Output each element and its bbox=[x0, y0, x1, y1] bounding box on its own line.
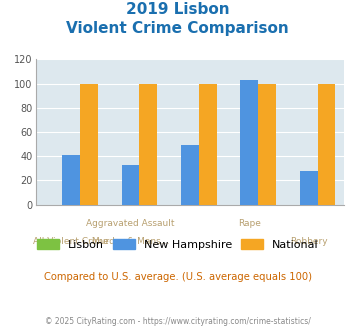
Bar bbox=[80, 83, 98, 205]
Text: All Violent Crime: All Violent Crime bbox=[33, 237, 109, 246]
Text: Violent Crime Comparison: Violent Crime Comparison bbox=[66, 21, 289, 36]
Text: © 2025 CityRating.com - https://www.cityrating.com/crime-statistics/: © 2025 CityRating.com - https://www.city… bbox=[45, 317, 310, 326]
Text: Murder & Mans...: Murder & Mans... bbox=[92, 237, 169, 246]
Text: Rape: Rape bbox=[238, 219, 261, 228]
Bar bbox=[62, 155, 80, 205]
Bar bbox=[122, 165, 140, 205]
Text: Robbery: Robbery bbox=[290, 237, 328, 246]
Text: Compared to U.S. average. (U.S. average equals 100): Compared to U.S. average. (U.S. average … bbox=[44, 272, 311, 282]
Bar bbox=[258, 83, 276, 205]
Bar bbox=[181, 145, 199, 205]
Text: Aggravated Assault: Aggravated Assault bbox=[86, 219, 175, 228]
Bar bbox=[240, 80, 258, 205]
Bar bbox=[199, 83, 217, 205]
Legend: Lisbon, New Hampshire, National: Lisbon, New Hampshire, National bbox=[37, 239, 318, 249]
Bar bbox=[300, 171, 318, 205]
Bar bbox=[140, 83, 157, 205]
Text: 2019 Lisbon: 2019 Lisbon bbox=[126, 2, 229, 16]
Bar bbox=[318, 83, 335, 205]
